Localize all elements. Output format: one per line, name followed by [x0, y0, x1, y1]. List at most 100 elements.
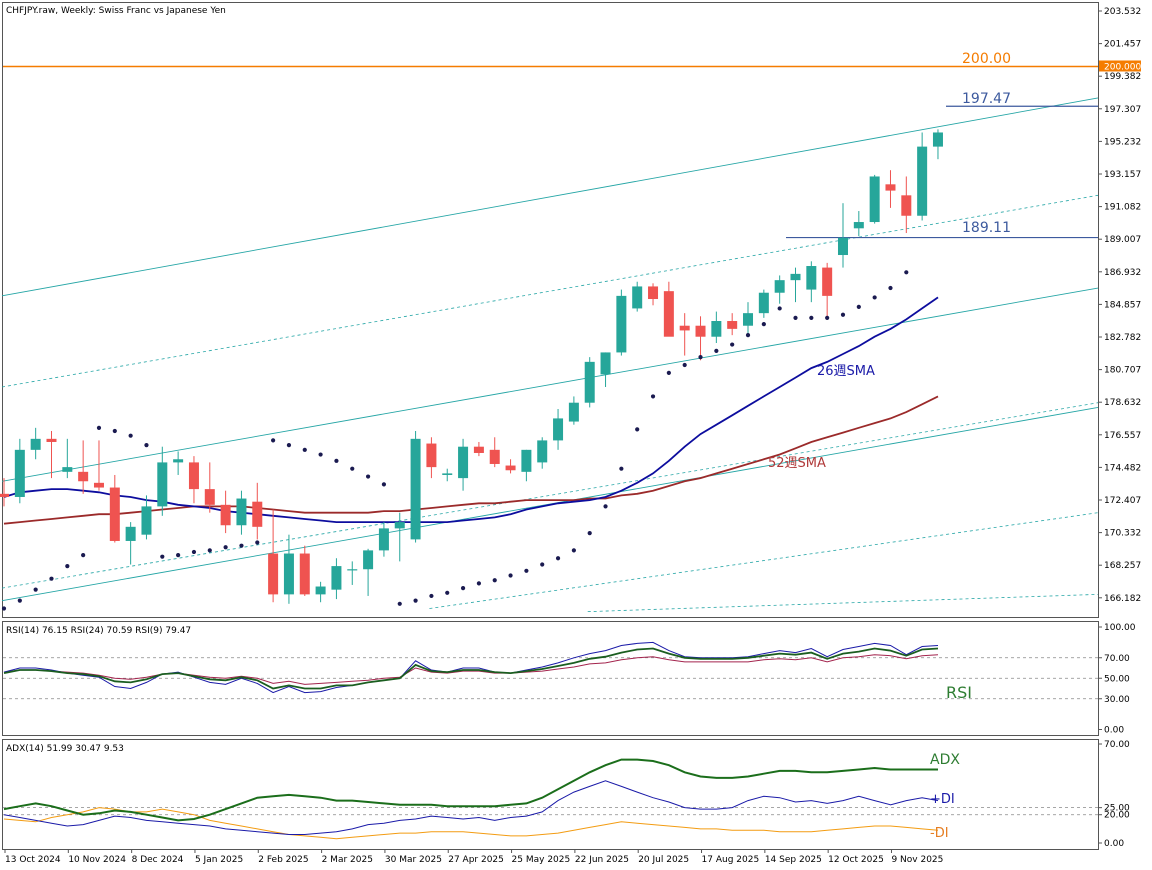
candle-body	[790, 273, 801, 281]
rsi-label: RSI	[946, 683, 972, 702]
candle-body	[204, 489, 215, 505]
candle-body	[394, 522, 405, 529]
adx-tick-label: 20.00	[1104, 811, 1130, 821]
price-tick-label: 182.782	[1104, 333, 1141, 343]
price-tick-label: 203.532	[1104, 7, 1141, 17]
candle	[600, 352, 611, 387]
psar-dot	[350, 466, 355, 471]
psar-dot	[714, 348, 719, 353]
psar-dot	[191, 549, 197, 555]
price-panel-frame	[2, 2, 1099, 618]
psar-dot	[666, 370, 671, 375]
candle-body	[157, 462, 168, 507]
candle	[93, 440, 104, 491]
candle-body	[932, 132, 943, 147]
channel-line-mid	[1, 287, 1099, 482]
psar-dot	[65, 563, 70, 569]
time-tick-label: 17 Aug 2025	[702, 855, 760, 865]
candle	[584, 357, 595, 408]
psar-dot	[603, 504, 608, 509]
candle	[252, 482, 263, 540]
candle-body	[711, 321, 722, 337]
candle-body	[679, 325, 690, 331]
sma26-label: 26週SMA	[817, 364, 875, 379]
candle-body	[489, 449, 500, 464]
time-tick-label: 8 Dec 2024	[132, 855, 184, 865]
psar-dot	[571, 548, 576, 553]
candle-body	[109, 487, 120, 541]
price-tick-label: 166.182	[1104, 594, 1141, 604]
candle	[553, 408, 564, 450]
price-tick-label: 197.307	[1104, 105, 1141, 115]
candle-body	[220, 504, 231, 526]
candle-body	[505, 465, 516, 471]
candle-body	[347, 569, 358, 571]
candle	[363, 548, 374, 596]
psar-dot	[128, 433, 133, 438]
candle	[679, 313, 690, 356]
psar-dot	[777, 306, 782, 311]
channel-line-lower2	[429, 512, 1099, 609]
candle	[458, 438, 469, 491]
psar-dot	[207, 548, 212, 553]
parabolic-sar	[1, 270, 909, 611]
time-tick-label: 25 May 2025	[512, 855, 571, 865]
psar-dot	[223, 545, 228, 550]
candle-body	[885, 184, 896, 191]
psar-dot	[698, 355, 703, 360]
candle-body	[695, 325, 706, 337]
candle-body	[537, 440, 548, 463]
psar-dot	[429, 593, 434, 599]
candle	[537, 437, 548, 469]
time-tick-label: 9 Nov 2025	[891, 855, 943, 865]
adx-panel-frame	[2, 739, 1099, 850]
time-tick-label: 12 Oct 2025	[828, 855, 884, 865]
candle-body	[62, 467, 73, 472]
psar-dot	[492, 578, 497, 583]
time-tick-label: 27 Apr 2025	[448, 855, 504, 865]
time-tick-label: 22 Jun 2025	[575, 855, 629, 865]
candle-body	[283, 553, 294, 595]
candle	[204, 462, 215, 513]
adx-label: ADX	[930, 752, 960, 768]
candle-body	[363, 550, 374, 570]
sma52-line	[3, 395, 939, 525]
candle-body	[426, 443, 437, 468]
rsi14-line	[3, 647, 939, 690]
psar-dot	[540, 562, 545, 567]
candle	[173, 451, 184, 475]
candle	[822, 262, 833, 318]
time-tick-label: 13 Oct 2024	[5, 855, 61, 865]
psar-dot	[635, 427, 640, 432]
candle-body	[553, 418, 564, 441]
candle-body	[410, 438, 421, 540]
candle-body	[46, 438, 57, 442]
rsi-panel-title: RSI(14) 76.15 RSI(24) 70.59 RSI(9) 79.47	[6, 626, 191, 636]
price-tick-label: 189.007	[1104, 235, 1141, 245]
time-tick-label: 14 Sep 2025	[765, 855, 822, 865]
psar-dot	[33, 587, 38, 592]
price-tick-label: 195.232	[1104, 137, 1141, 147]
candle-body	[917, 146, 928, 216]
price-tick-label: 174.482	[1104, 463, 1141, 473]
candle-body	[458, 446, 469, 479]
moving-averages	[3, 296, 939, 525]
psar-dot	[650, 394, 656, 399]
level-189-label: 189.11	[962, 220, 1011, 236]
channel-line-upper-mid	[1, 194, 1099, 388]
candle-body	[14, 449, 25, 497]
candle-body	[584, 361, 595, 403]
chart-title: CHFJPY.raw, Weekly: Swiss Franc vs Japan…	[6, 6, 226, 16]
candle-body	[521, 449, 532, 472]
time-tick-label: 20 Jul 2025	[638, 855, 689, 865]
candle	[188, 456, 199, 504]
candle	[521, 449, 532, 482]
time-tick-label: 2 Feb 2025	[258, 855, 308, 865]
time-tick-label: 30 Mar 2025	[385, 855, 442, 865]
psar-dot	[809, 315, 814, 320]
candle-body	[774, 280, 785, 293]
price-tick-label: 176.557	[1104, 431, 1141, 441]
sma26-line	[3, 296, 939, 523]
price-tick-label: 180.707	[1104, 366, 1141, 376]
